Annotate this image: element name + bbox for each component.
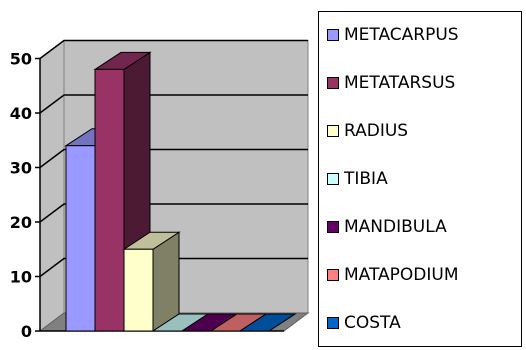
legend-label: RADIUS: [344, 121, 409, 141]
bar-front: [65, 145, 96, 332]
legend: METACARPUS METATARSUS RADIUS TIBIA MANDIBULA…: [318, 11, 522, 347]
legend-label: TIBIA: [344, 169, 388, 189]
bar-front: [94, 68, 125, 332]
legend-swatch: [327, 269, 339, 281]
legend-swatch: [327, 29, 339, 41]
legend-item-metatarsus: METATARSUS: [327, 72, 455, 94]
bars: [64, 51, 297, 332]
bar-costa: [238, 313, 297, 332]
bar-radius: [122, 231, 181, 332]
legend-item-matapodium: MATAPODIUM: [327, 264, 459, 286]
legend-label: MATAPODIUM: [344, 265, 459, 285]
y-tick-label: 40: [10, 104, 32, 123]
side-wall: [39, 39, 65, 332]
y-tick-label: 50: [10, 50, 32, 69]
legend-swatch: [327, 125, 339, 137]
legend-label: MANDIBULA: [344, 217, 447, 237]
gridline: [39, 148, 308, 169]
legend-item-metacarpus: METACARPUS: [327, 24, 459, 46]
y-tick-label: 10: [10, 268, 32, 287]
gridline: [39, 94, 308, 114]
gridline: [39, 203, 308, 223]
legend-swatch: [327, 173, 339, 185]
legend-swatch: [327, 221, 339, 233]
y-tick-label: 20: [10, 213, 32, 232]
legend-item-tibia: TIBIA: [327, 168, 388, 190]
legend-swatch: [327, 77, 339, 89]
y-tick-label: 0: [21, 322, 32, 341]
gridline: [39, 257, 308, 278]
y-axis-tick-labels: 0 10 20 30 40 50: [10, 50, 32, 342]
legend-item-radius: RADIUS: [327, 120, 408, 142]
legend-label: METACARPUS: [344, 25, 459, 45]
legend-item-costa: COSTA: [327, 312, 401, 334]
bar-top: [238, 313, 297, 332]
legend-label: METATARSUS: [344, 73, 456, 93]
y-tick-label: 30: [10, 159, 32, 178]
legend-swatch: [327, 317, 339, 329]
bar-front: [123, 248, 154, 332]
gridlines: [39, 39, 308, 278]
legend-label: COSTA: [344, 313, 401, 333]
gridline: [39, 39, 308, 60]
legend-item-mandibula: MANDIBULA: [327, 216, 447, 238]
